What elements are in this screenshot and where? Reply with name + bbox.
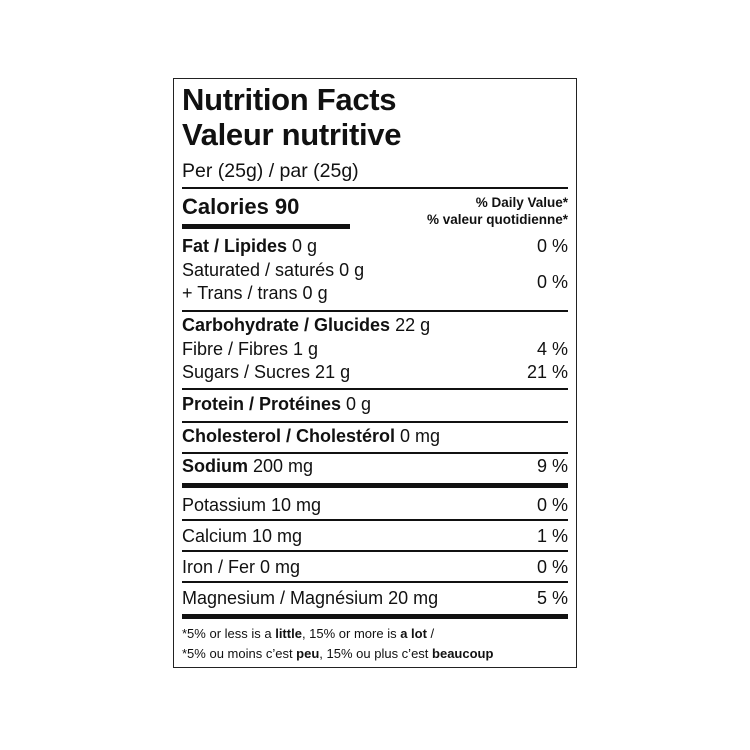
fat-dv: 0 % — [536, 236, 568, 256]
dv-header-en: % Daily Value* — [475, 195, 568, 210]
nutrition-facts-label: Nutrition Facts Valeur nutritive Per (25… — [173, 78, 577, 668]
sodium-label: Sodium — [182, 456, 248, 476]
footnote-fr: *5% ou moins c’est peu, 15% ou plus c’es… — [182, 646, 494, 661]
magnesium-dv: 5 % — [536, 588, 568, 608]
iron-dv: 0 % — [536, 557, 568, 577]
fibre-dv: 4 % — [536, 339, 568, 359]
calories: Calories 90 — [182, 194, 300, 219]
sodium-amount: 200 mg — [248, 456, 314, 476]
carb-label: Carbohydrate / Glucides — [182, 315, 391, 335]
divider — [182, 519, 568, 521]
carb-amount: 22 g — [390, 315, 431, 335]
calcium-dv: 1 % — [536, 526, 568, 546]
fat-label: Fat / Lipides — [182, 236, 288, 256]
fibre-label: Fibre / Fibres 1 g — [182, 339, 319, 359]
saturated-label: Saturated / saturés 0 g — [182, 260, 365, 280]
calories-bar — [182, 224, 350, 229]
calcium-label: Calcium 10 mg — [182, 526, 303, 546]
trans-label: + Trans / trans 0 g — [182, 283, 328, 303]
serving-size: Per (25g) / par (25g) — [182, 160, 359, 182]
title-en: Nutrition Facts — [182, 82, 397, 117]
magnesium-label: Magnesium / Magnésium 20 mg — [182, 588, 439, 608]
sodium-dv: 9 % — [536, 456, 568, 476]
footnote-en: *5% or less is a little, 15% or more is … — [182, 626, 435, 641]
thick-divider — [182, 614, 568, 619]
iron-label: Iron / Fer 0 mg — [182, 557, 301, 577]
cholesterol-label: Cholesterol / Cholestérol — [182, 426, 396, 446]
sat-trans-dv: 0 % — [536, 272, 568, 292]
protein-label: Protein / Protéines — [182, 394, 342, 414]
divider — [182, 452, 568, 454]
divider — [182, 421, 568, 423]
divider — [182, 187, 568, 189]
sugars-label: Sugars / Sucres 21 g — [182, 362, 351, 382]
fat-amount: 0 g — [287, 236, 318, 256]
cholesterol-amount: 0 mg — [395, 426, 441, 446]
protein-amount: 0 g — [341, 394, 372, 414]
potassium-label: Potassium 10 mg — [182, 495, 322, 515]
divider — [182, 581, 568, 583]
sugars-dv: 21 % — [526, 362, 568, 382]
divider — [182, 388, 568, 390]
divider — [182, 310, 568, 312]
dv-header-fr: % valeur quotidienne* — [426, 212, 568, 227]
title-fr: Valeur nutritive — [182, 117, 402, 152]
potassium-dv: 0 % — [536, 495, 568, 515]
thick-divider — [182, 483, 568, 488]
divider — [182, 550, 568, 552]
